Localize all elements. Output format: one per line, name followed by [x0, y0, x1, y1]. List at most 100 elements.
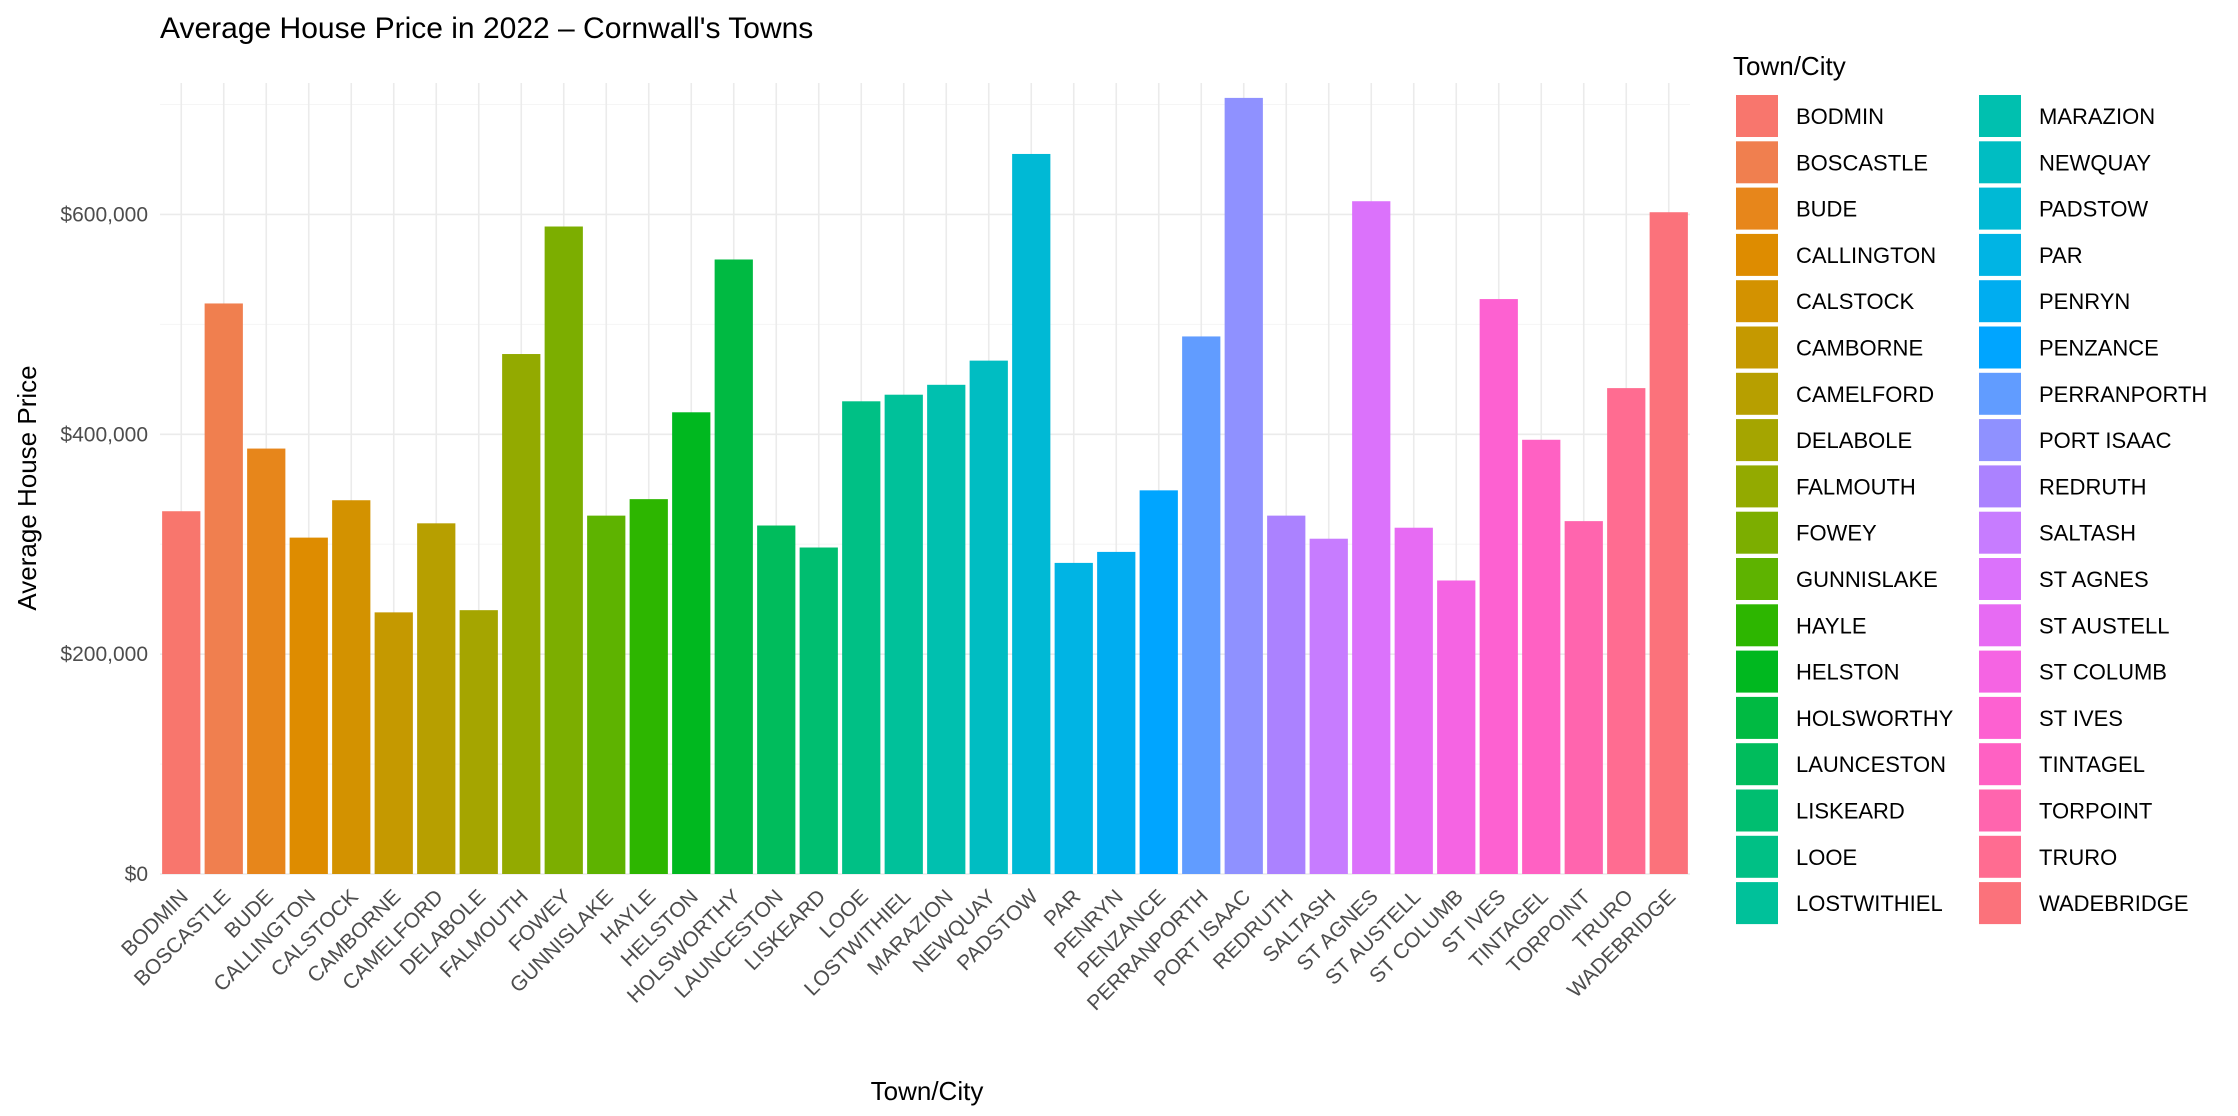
legend-item: CALLINGTON [1736, 233, 1936, 276]
legend-label: TINTAGEL [2039, 752, 2145, 777]
bar-calstock [332, 500, 371, 874]
bar-bodmin [162, 511, 201, 874]
bars [162, 97, 1688, 875]
legend-key [1979, 419, 2021, 462]
legend-key [1736, 419, 1778, 462]
bar-wadebridge [1649, 212, 1688, 875]
y-tick-label: $0 [125, 863, 148, 886]
legend-key [1979, 696, 2021, 739]
legend-label: GUNNISLAKE [1796, 567, 1938, 592]
legend-label: PAR [2039, 243, 2083, 268]
x-axis-ticks: BODMINBOSCASTLEBUDECALLINGTONCALSTOCKCAM… [117, 885, 1680, 1015]
legend-key [1736, 650, 1778, 693]
bar-redruth [1267, 515, 1306, 874]
bar-st-columb [1437, 580, 1476, 874]
bar-st-ives [1479, 299, 1518, 874]
legend-item: ST AGNES [1979, 558, 2149, 600]
legend-item: BOSCASTLE [1736, 141, 1928, 184]
legend-item: CALSTOCK [1736, 280, 1915, 323]
legend-label: FALMOUTH [1796, 474, 1916, 499]
y-axis-ticks: $0 $200,000 $400,000 $600,000 [60, 203, 148, 886]
legend-label: MARAZION [2039, 104, 2155, 129]
bar-camelford [417, 523, 456, 874]
legend-key [1736, 743, 1778, 786]
legend-label: CAMBORNE [1796, 336, 1923, 361]
legend-item: TINTAGEL [1979, 743, 2145, 786]
legend-label: TRURO [2039, 845, 2117, 870]
legend-label: HELSTON [1796, 660, 1900, 685]
legend-key [1979, 650, 2021, 693]
legend-key [1979, 835, 2021, 878]
legend-key [1736, 326, 1778, 369]
legend-key [1736, 789, 1778, 832]
legend-label: NEWQUAY [2039, 150, 2151, 175]
bar-torpoint [1564, 521, 1603, 874]
legend-item: MARAZION [1979, 95, 2155, 137]
legend-item: PERRANPORTH [1979, 372, 2207, 415]
legend-key [1736, 511, 1778, 554]
legend-key [1979, 372, 2021, 415]
legend-key [1979, 789, 2021, 832]
legend-key [1736, 604, 1778, 647]
legend-item: FALMOUTH [1736, 465, 1916, 508]
chart-title: Average House Price in 2022 – Cornwall's… [160, 12, 813, 45]
legend-key [1736, 233, 1778, 276]
legend-key [1979, 280, 2021, 323]
bar-liskeard [799, 547, 838, 874]
bar-falmouth [502, 354, 541, 874]
legend-key [1736, 696, 1778, 739]
legend-key [1979, 141, 2021, 184]
legend-key [1736, 882, 1778, 925]
legend-label: PERRANPORTH [2039, 382, 2207, 407]
bar-penzance [1139, 490, 1178, 874]
bar-hayle [629, 499, 668, 874]
legend-item: CAMELFORD [1736, 372, 1934, 415]
legend-item: SALTASH [1979, 511, 2136, 554]
legend-key [1979, 511, 2021, 554]
bar-perranporth [1182, 336, 1221, 874]
bar-holsworthy [714, 259, 753, 874]
legend-item: ST AUSTELL [1979, 604, 2169, 647]
bar-boscastle [204, 303, 243, 874]
legend-item: PENRYN [1979, 280, 2130, 323]
legend-item: LAUNCESTON [1736, 743, 1946, 786]
legend-label: PENZANCE [2039, 336, 2159, 361]
legend-title: Town/City [1733, 51, 1846, 81]
legend-label: CAMELFORD [1796, 382, 1934, 407]
bar-par [1054, 562, 1093, 874]
legend-item: FOWEY [1736, 511, 1877, 554]
legend-key [1979, 558, 2021, 600]
bar-saltash [1309, 538, 1348, 874]
legend-label: HOLSWORTHY [1796, 706, 1954, 731]
y-tick-label: $400,000 [60, 423, 148, 446]
legend-item: HELSTON [1736, 650, 1900, 693]
bar-lostwithiel [884, 394, 923, 874]
bar-truro [1607, 388, 1646, 874]
legend-key [1736, 141, 1778, 184]
legend-item: TRURO [1979, 835, 2117, 878]
bar-bude [247, 448, 286, 874]
bar-fowey [544, 226, 583, 874]
legend-item: PADSTOW [1979, 187, 2148, 230]
legend-label: PADSTOW [2039, 197, 2148, 222]
legend-key [1736, 187, 1778, 230]
legend-label: BOSCASTLE [1796, 150, 1928, 175]
legend-label: LOSTWITHIEL [1796, 891, 1943, 916]
legend-item: LISKEARD [1736, 789, 1905, 832]
legend-key [1736, 95, 1778, 137]
legend-item: LOSTWITHIEL [1736, 882, 1943, 925]
bar-delabole [459, 610, 498, 874]
legend-label: ST AGNES [2039, 567, 2149, 592]
legend-label: HAYLE [1796, 613, 1867, 638]
legend-item: ST COLUMB [1979, 650, 2167, 693]
legend-label: ST AUSTELL [2039, 613, 2169, 638]
bar-camborne [374, 612, 413, 874]
legend-item: BUDE [1736, 187, 1857, 230]
legend-item: HAYLE [1736, 604, 1867, 647]
bar-port-isaac [1224, 97, 1263, 875]
bar-launceston [757, 525, 796, 874]
legend-item: WADEBRIDGE [1979, 882, 2189, 925]
legend-key [1979, 326, 2021, 369]
legend-item: BODMIN [1736, 95, 1884, 137]
